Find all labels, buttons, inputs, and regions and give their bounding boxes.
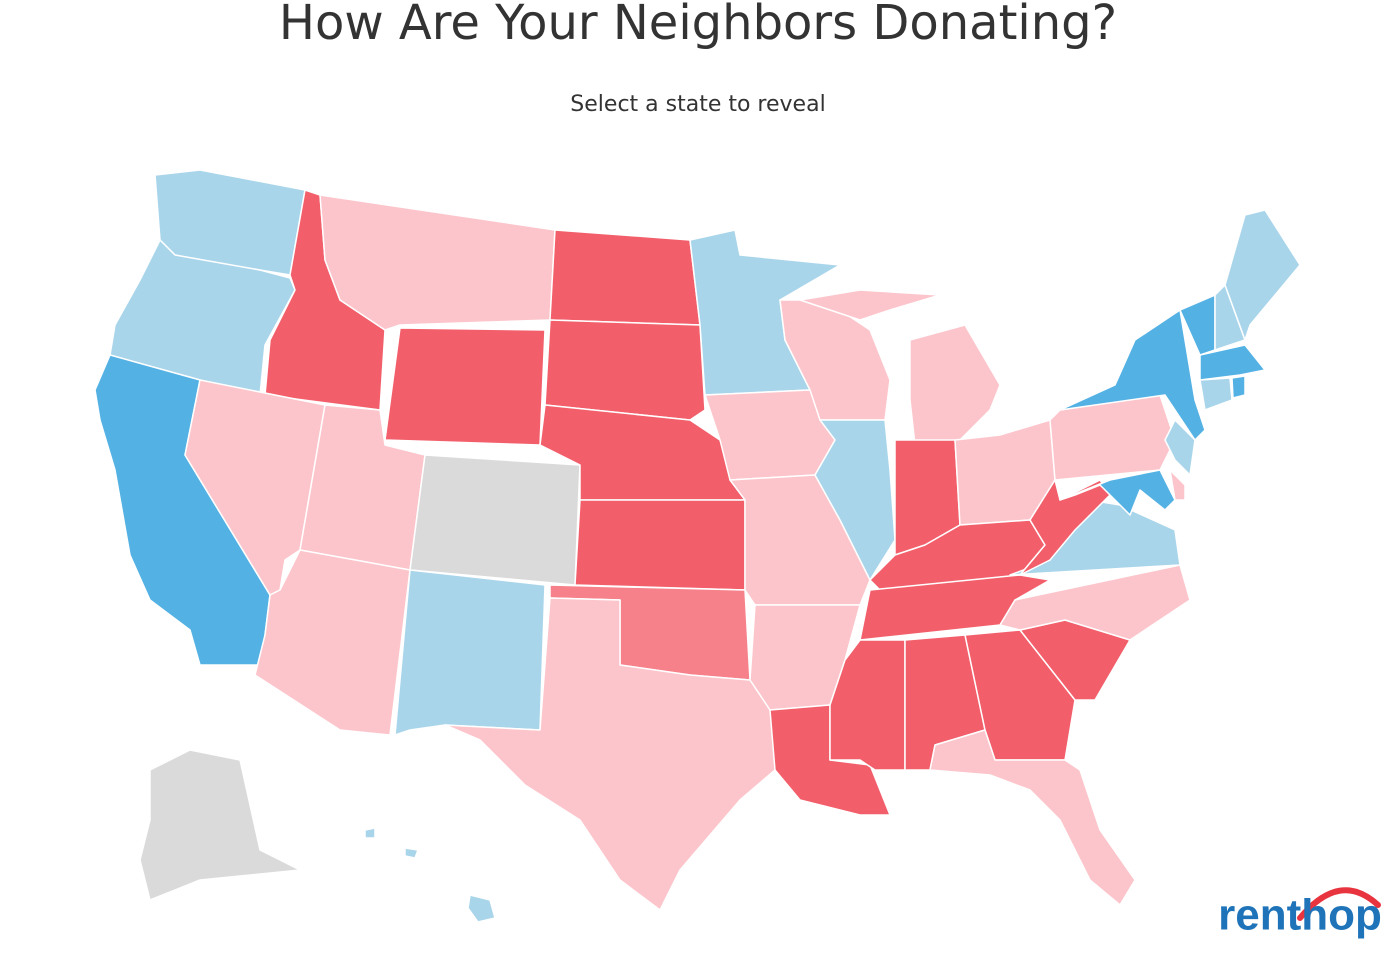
state[interactable] xyxy=(544,319,706,421)
state[interactable] xyxy=(364,827,496,923)
logo-arc xyxy=(1297,887,1381,921)
state[interactable] xyxy=(319,194,556,331)
state[interactable] xyxy=(1019,479,1111,576)
state[interactable] xyxy=(139,749,331,901)
state[interactable] xyxy=(1231,375,1246,399)
state[interactable] xyxy=(574,499,746,591)
subtitle: Select a state to reveal xyxy=(570,92,825,117)
state[interactable] xyxy=(909,324,1001,446)
state[interactable] xyxy=(1059,309,1206,441)
state[interactable] xyxy=(394,569,546,736)
title: How Are Your Neighbors Donating? xyxy=(279,0,1117,51)
states xyxy=(94,169,1301,923)
state[interactable] xyxy=(1224,209,1301,341)
state[interactable] xyxy=(444,597,776,911)
state[interactable] xyxy=(384,327,546,446)
state[interactable] xyxy=(929,729,1136,906)
state[interactable] xyxy=(409,454,581,586)
state[interactable] xyxy=(999,564,1191,641)
state[interactable] xyxy=(799,289,941,321)
state[interactable] xyxy=(1199,377,1233,411)
state[interactable] xyxy=(549,229,701,326)
state[interactable] xyxy=(254,549,411,736)
state[interactable] xyxy=(1164,419,1196,476)
logo[interactable]: renthop xyxy=(1218,891,1382,940)
state[interactable] xyxy=(1059,469,1176,516)
state[interactable] xyxy=(1199,344,1266,381)
state[interactable] xyxy=(1169,469,1186,501)
state[interactable] xyxy=(109,239,296,396)
